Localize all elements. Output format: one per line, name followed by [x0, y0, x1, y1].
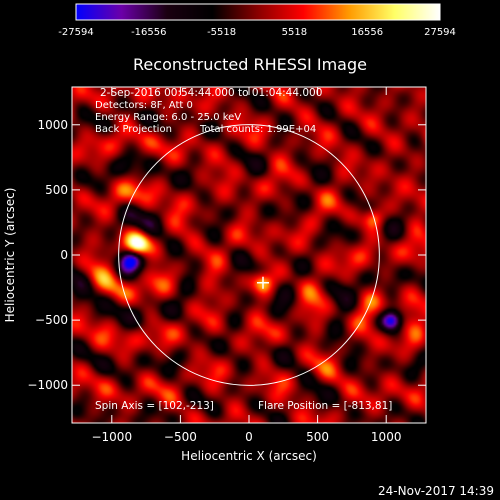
colorbar-ticks: -27594 -16556 -5518 5518 16556 27594	[58, 27, 456, 38]
solar-limb-circle	[118, 124, 380, 386]
y-tick-label: 0	[60, 248, 68, 262]
colorbar-tick-label: -5518	[207, 27, 236, 38]
y-tick-label: 500	[45, 183, 68, 197]
x-tick-label: 0	[245, 430, 253, 444]
y-tick-label: −500	[35, 313, 68, 327]
spin-axis-marker	[256, 276, 269, 289]
info-energy: Energy Range: 6.0 - 25.0 keV	[95, 112, 241, 123]
info-time: 2-Sep-2016 00:54:44.000 to 01:04:44.000	[100, 87, 322, 99]
colorbar-tick-label: -16556	[131, 27, 166, 38]
info-counts: Total counts: 1.99E+04	[199, 124, 316, 135]
colorbar-tick-label: 16556	[351, 27, 383, 38]
colorbar	[75, 3, 441, 21]
y-tick-label: −1000	[27, 378, 68, 392]
chart-title: Reconstructed RHESSI Image	[133, 55, 367, 74]
y-axis-label: Heliocentric Y (arcsec)	[3, 188, 17, 323]
colorbar-tick-label: -27594	[58, 27, 93, 38]
info-detectors: Detectors: 8F, Att 0	[95, 100, 193, 111]
colorbar-tick-label: 27594	[424, 27, 456, 38]
y-tick-label: 1000	[37, 118, 68, 132]
x-tick-label: 1000	[371, 430, 402, 444]
axis-ticks: −1000 −500 0 500 1000 −1000 −500 0 500 1000	[27, 87, 426, 444]
spin-axis-label: Spin Axis = [102,-213]	[95, 400, 214, 412]
colorbar-tick-label: 5518	[282, 27, 307, 38]
x-tick-label: −500	[164, 430, 197, 444]
x-tick-label: 500	[306, 430, 329, 444]
footer-date: 24-Nov-2017 14:39	[378, 484, 494, 498]
heatmap-image	[72, 87, 426, 423]
observation-info: 2-Sep-2016 00:54:44.000 to 01:04:44.000 …	[95, 87, 322, 135]
flare-position-label: Flare Position = [-813,81]	[258, 400, 392, 412]
x-tick-label: −1000	[91, 430, 132, 444]
x-axis-label: Heliocentric X (arcsec)	[181, 449, 317, 463]
info-method: Back Projection	[95, 124, 172, 135]
